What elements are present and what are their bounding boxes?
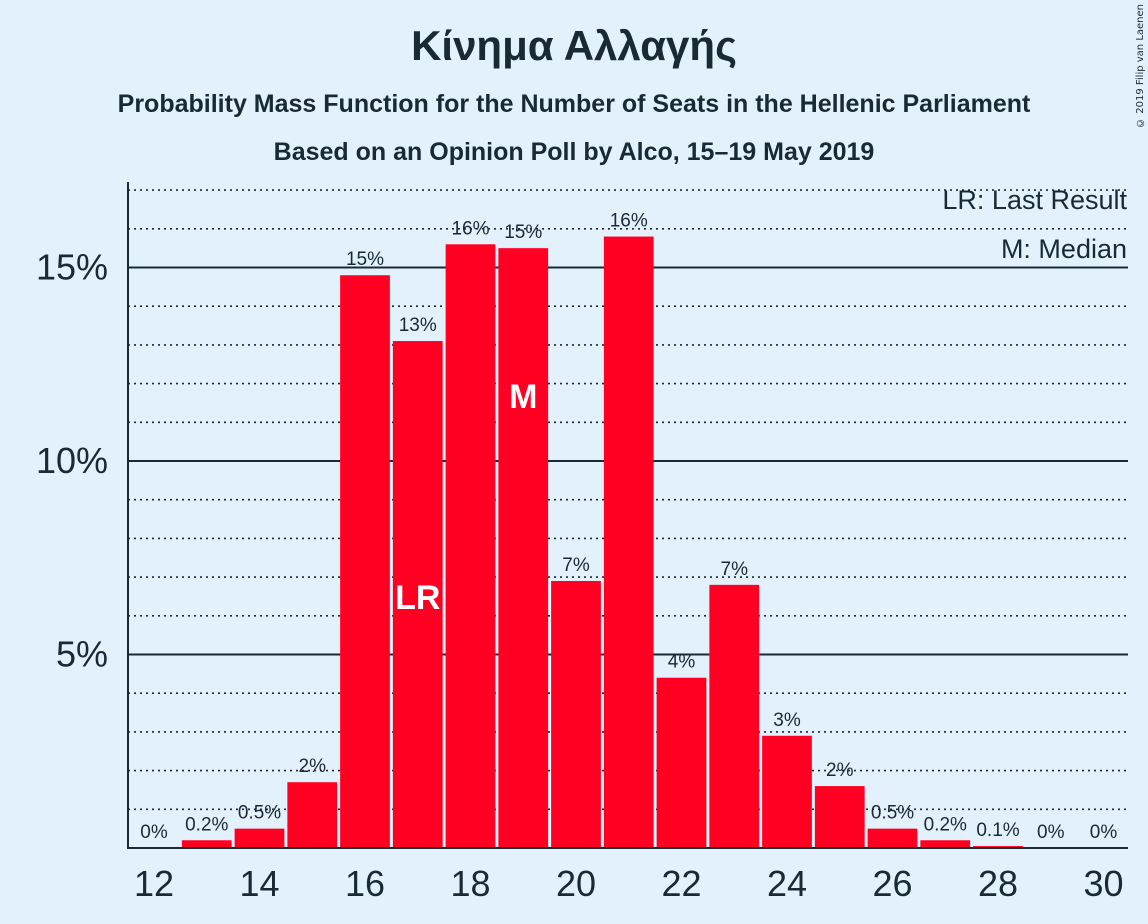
bar-seat-21: [603, 236, 654, 849]
x-tick-label: 22: [661, 863, 701, 904]
y-tick-label: 10%: [36, 440, 108, 481]
legend-last-result: LR: Last Result: [942, 185, 1127, 215]
x-tick-label: 16: [345, 863, 385, 904]
data-labels: 0% 0.2% 0.5% 2% 15% 13% 16% 15% 7% 16% 4% 7% 3% 2% 0.5…: [140, 211, 1117, 843]
data-label-seat-16: 15%: [346, 249, 384, 270]
bars: [181, 236, 1023, 849]
data-label-seat-22: 4%: [668, 652, 696, 673]
bar-seat-15: [287, 782, 338, 848]
data-label-seat-27: 0.2%: [924, 814, 967, 835]
x-tick-label: 24: [767, 863, 807, 904]
data-label-seat-15: 2%: [299, 756, 327, 777]
chart-subtitle-source: Based on an Opinion Poll by Alco, 15–19 …: [273, 138, 875, 166]
legend-median: M: Median: [1001, 234, 1127, 264]
data-label-seat-24: 3%: [773, 710, 801, 731]
x-tick-label: 12: [134, 863, 174, 904]
median-marker: M: [509, 378, 537, 416]
bar-seat-19: [498, 248, 549, 848]
x-tick-label: 18: [450, 863, 490, 904]
bar-seat-20: [551, 580, 601, 848]
data-label-seat-14: 0.5%: [238, 803, 281, 824]
data-label-seat-17: 13%: [399, 315, 437, 336]
data-label-seat-30: 0%: [1090, 822, 1118, 843]
x-tick-label: 26: [872, 863, 912, 904]
axes: 5% 10% 15% 12 14 16 18 20 22 24 26 28 30: [36, 182, 1128, 904]
bar-seat-18: [445, 244, 496, 848]
data-label-seat-18: 16%: [451, 218, 489, 239]
data-label-seat-12: 0%: [140, 822, 168, 843]
chart-title: Κίνημα Αλλαγής: [411, 22, 737, 69]
data-label-seat-20: 7%: [562, 555, 590, 576]
data-label-seat-13: 0.2%: [185, 814, 228, 835]
x-tick-label: 28: [978, 863, 1018, 904]
data-label-seat-19: 15%: [504, 222, 542, 243]
bar-seat-24: [762, 735, 812, 848]
x-tick-label: 30: [1083, 863, 1123, 904]
data-label-seat-21: 16%: [610, 211, 648, 232]
bar-seat-16: [340, 275, 390, 848]
bar-seat-13: [181, 840, 232, 848]
chart-subtitle: Probability Mass Function for the Number…: [117, 90, 1031, 118]
bar-seat-23: [709, 584, 760, 848]
data-label-seat-29: 0%: [1037, 822, 1065, 843]
last-result-marker: LR: [395, 579, 440, 617]
bar-seat-22: [656, 677, 707, 848]
y-tick-label: 15%: [36, 247, 108, 288]
bar-seat-17: [392, 341, 443, 848]
y-tick-label: 5%: [56, 634, 108, 675]
data-label-seat-28: 0.1%: [976, 820, 1019, 841]
x-tick-label: 14: [239, 863, 279, 904]
bar-seat-27: [920, 840, 971, 848]
data-label-seat-25: 2%: [826, 760, 854, 781]
x-tick-label: 20: [556, 863, 596, 904]
bar-seat-14: [234, 828, 285, 848]
data-label-seat-26: 0.5%: [871, 803, 914, 824]
data-label-seat-23: 7%: [721, 559, 749, 580]
bar-seat-25: [814, 786, 865, 848]
bar-seat-26: [867, 828, 918, 848]
